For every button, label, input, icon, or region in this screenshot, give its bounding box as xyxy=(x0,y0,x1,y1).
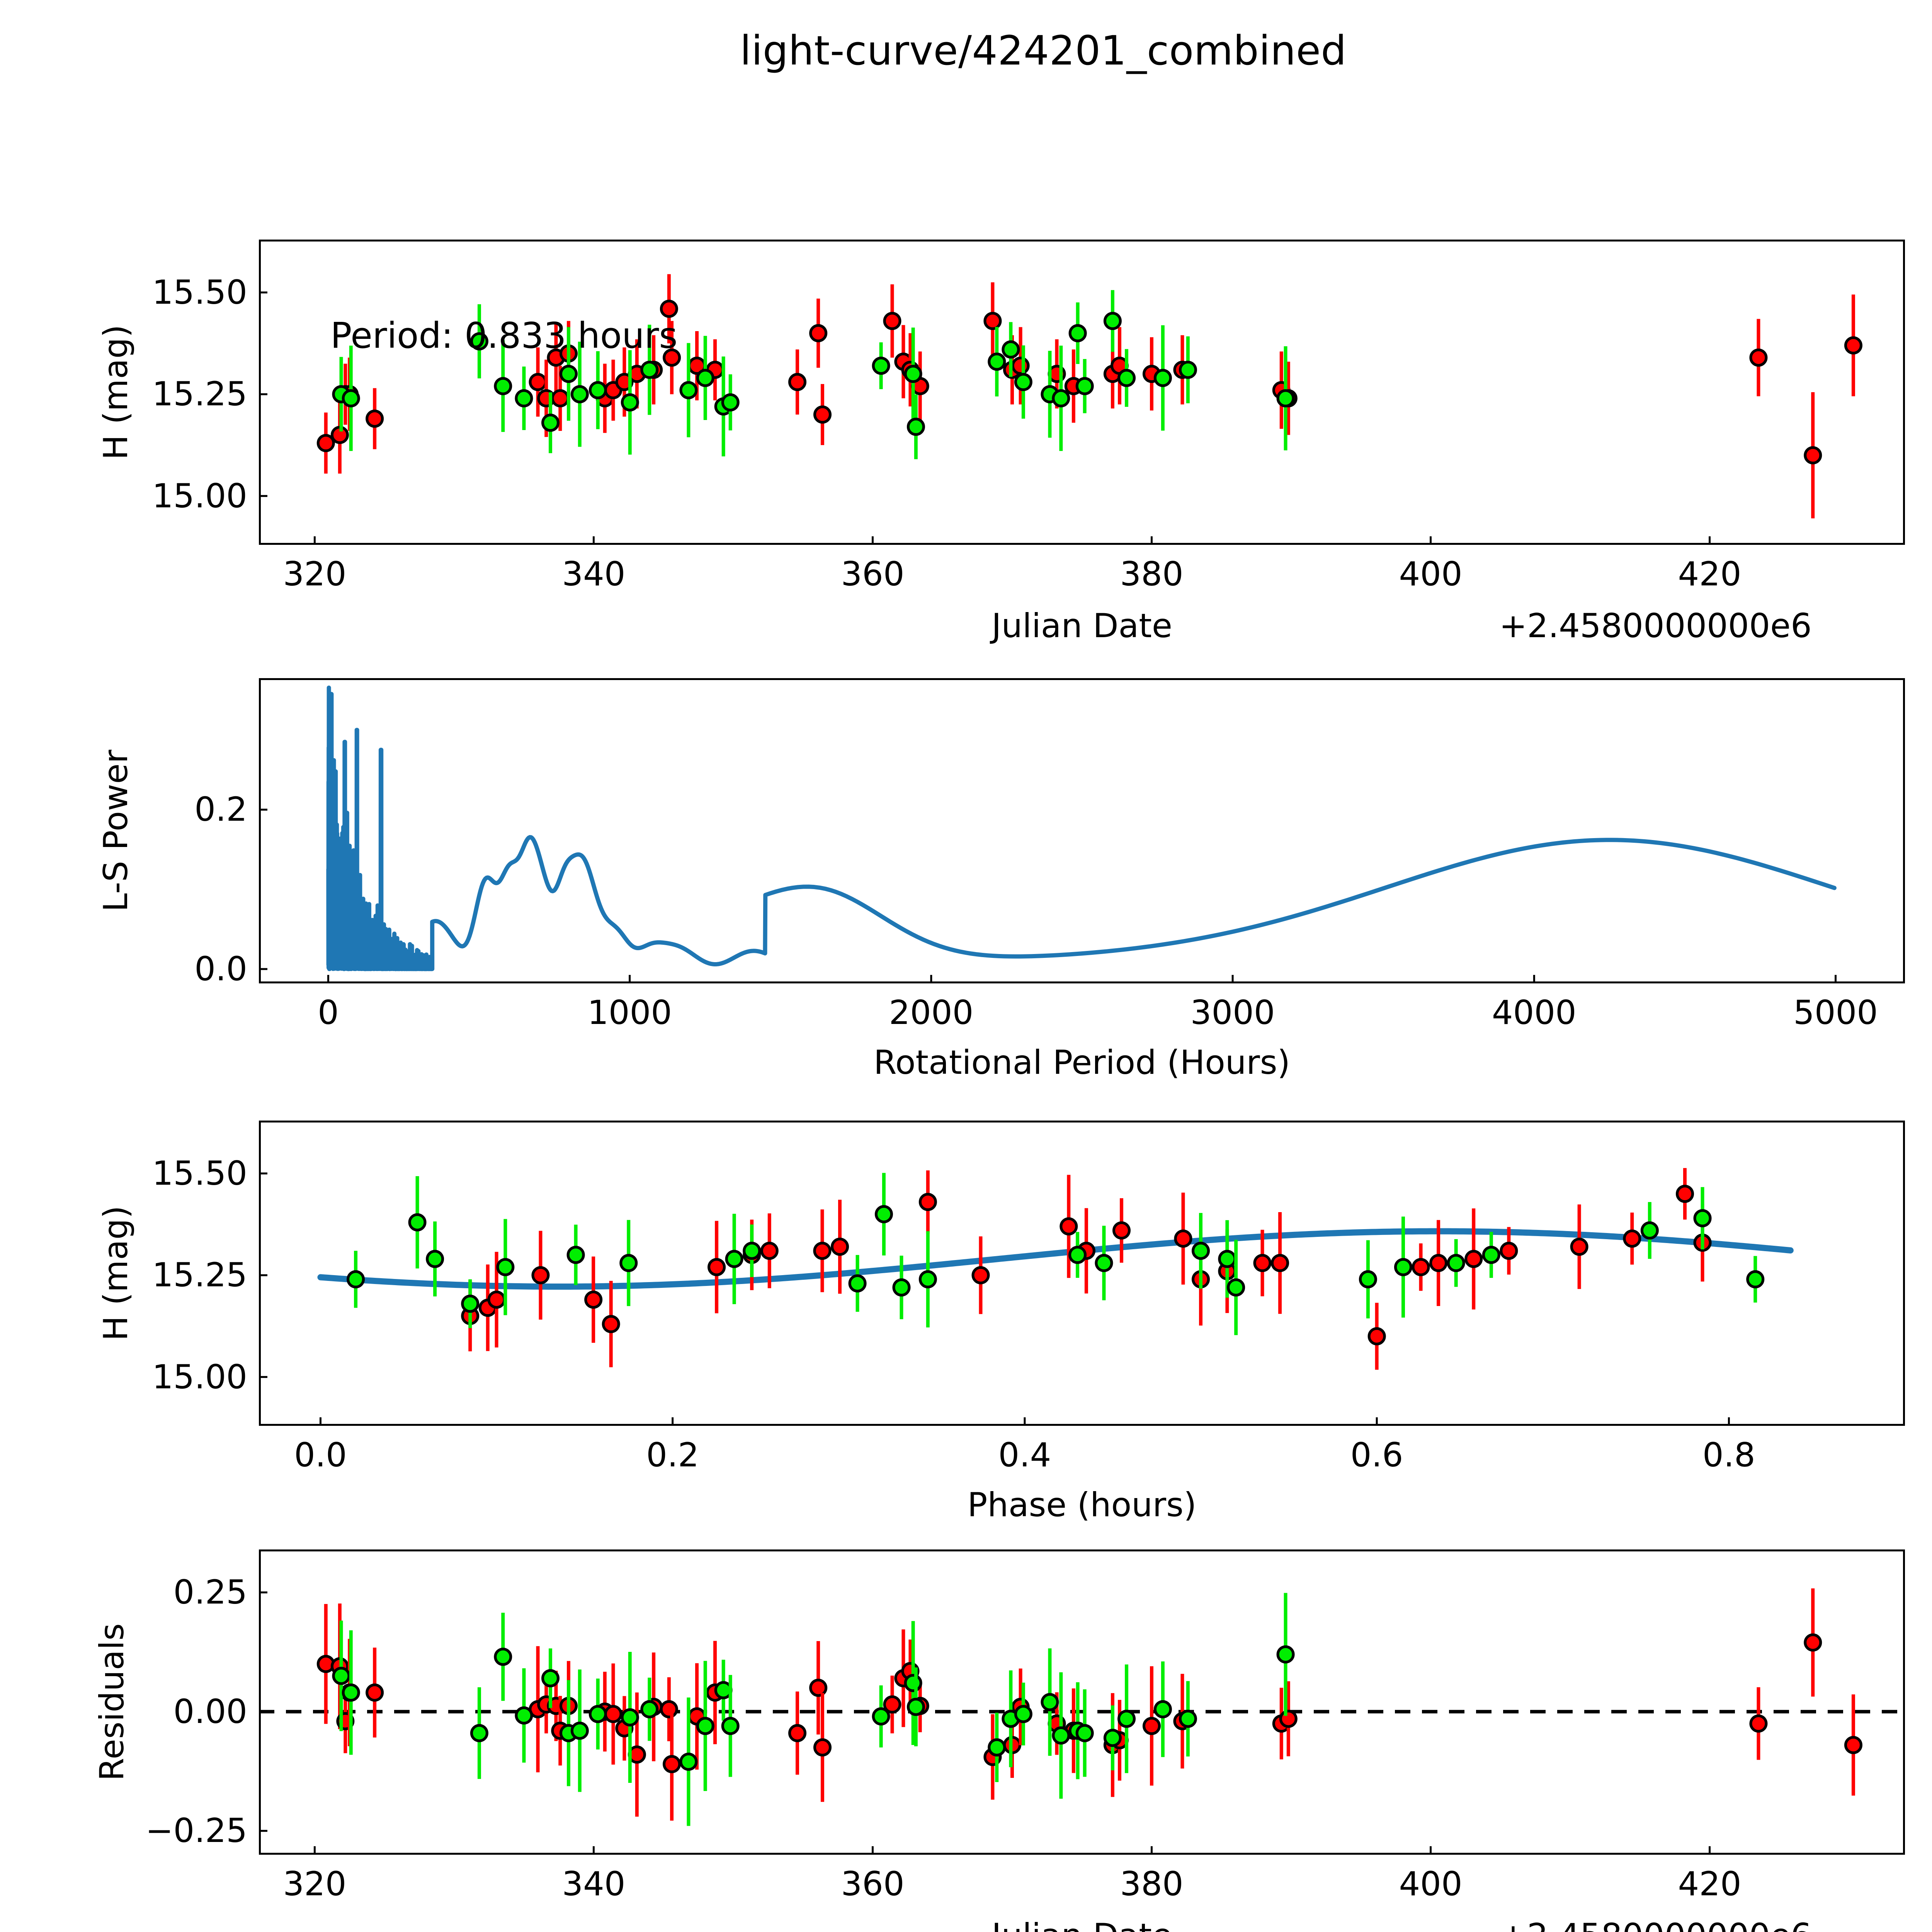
y-tick-label: 15.00 xyxy=(152,1357,247,1396)
x-tick-label: 3000 xyxy=(1190,993,1275,1032)
x-tick-label: 360 xyxy=(841,1865,905,1903)
data-series-green xyxy=(347,1173,1765,1335)
lightcurve-panel: Period: 0.833 hours xyxy=(259,240,1905,545)
x-tick-label: 0.2 xyxy=(646,1436,699,1475)
x-tick-label: 400 xyxy=(1399,555,1463,594)
x-tick-label: 400 xyxy=(1399,1865,1463,1903)
x-tick-label: 420 xyxy=(1678,555,1742,594)
data-series-green xyxy=(332,290,1295,459)
x-tick-label: 320 xyxy=(283,1865,347,1903)
x-tick-label: 0.6 xyxy=(1350,1436,1403,1475)
y-tick-label: 0.00 xyxy=(173,1692,247,1731)
figure-title: light-curve/424201_combined xyxy=(740,27,1347,74)
x-tick-label: 0.0 xyxy=(294,1436,347,1475)
x-tick-label: 380 xyxy=(1120,1865,1184,1903)
y-tick-label: 0.25 xyxy=(173,1573,247,1612)
x-tick-label: 320 xyxy=(283,555,347,594)
periodogram-y-axis-label: L-S Power xyxy=(97,750,135,912)
x-tick-label: 2000 xyxy=(889,993,974,1032)
y-tick-label: 0.0 xyxy=(194,949,247,988)
y-tick-label: 15.50 xyxy=(152,273,247,312)
x-tick-label: 360 xyxy=(841,555,905,594)
y-tick-label: 15.50 xyxy=(152,1154,247,1193)
lightcurve-y-axis-label: H (mag) xyxy=(97,324,135,460)
residuals-plot-area xyxy=(259,1588,1905,1855)
y-tick-label: 15.25 xyxy=(152,1256,247,1295)
phase-folded-x-axis-label: Phase (hours) xyxy=(967,1486,1197,1524)
phase-folded-panel xyxy=(259,1121,1905,1426)
residuals-x-axis-label: Julian Date xyxy=(992,1917,1172,1932)
periodogram-plot-area xyxy=(259,685,1837,983)
x-tick-label: 0 xyxy=(318,993,339,1032)
x-tick-label: 0.4 xyxy=(998,1436,1051,1475)
residuals-x-offset-text: +2.4580000000e6 xyxy=(1499,1917,1812,1932)
data-series-red xyxy=(461,1168,1712,1370)
phase-folded-plot-area xyxy=(259,1168,1794,1426)
y-tick-label: 15.00 xyxy=(152,476,247,515)
x-tick-label: 5000 xyxy=(1793,993,1878,1032)
lightcurve-x-offset-text: +2.4580000000e6 xyxy=(1499,607,1812,645)
residuals-panel xyxy=(259,1549,1905,1855)
y-tick-label: −0.25 xyxy=(145,1811,247,1850)
periodogram-x-axis-label: Rotational Period (Hours) xyxy=(873,1043,1291,1082)
x-tick-label: 380 xyxy=(1120,555,1184,594)
x-tick-label: 340 xyxy=(562,1865,626,1903)
periodogram-axes-frame xyxy=(259,678,1905,983)
data-series-green xyxy=(332,1593,1295,1826)
y-tick-label: 0.2 xyxy=(194,790,247,829)
x-tick-label: 420 xyxy=(1678,1865,1742,1903)
x-tick-label: 0.8 xyxy=(1702,1436,1755,1475)
periodogram-panel xyxy=(259,678,1905,983)
period-annotation: Period: 0.833 hours xyxy=(330,315,678,356)
x-tick-label: 4000 xyxy=(1492,993,1577,1032)
lightcurve-x-axis-label: Julian Date xyxy=(992,607,1172,645)
x-tick-label: 340 xyxy=(562,555,626,594)
lightcurve-plot-area xyxy=(259,274,1862,545)
x-tick-label: 1000 xyxy=(587,993,672,1032)
y-tick-label: 15.25 xyxy=(152,375,247,414)
phase-folded-y-axis-label: H (mag) xyxy=(97,1205,135,1341)
residuals-y-axis-label: Residuals xyxy=(93,1623,131,1781)
